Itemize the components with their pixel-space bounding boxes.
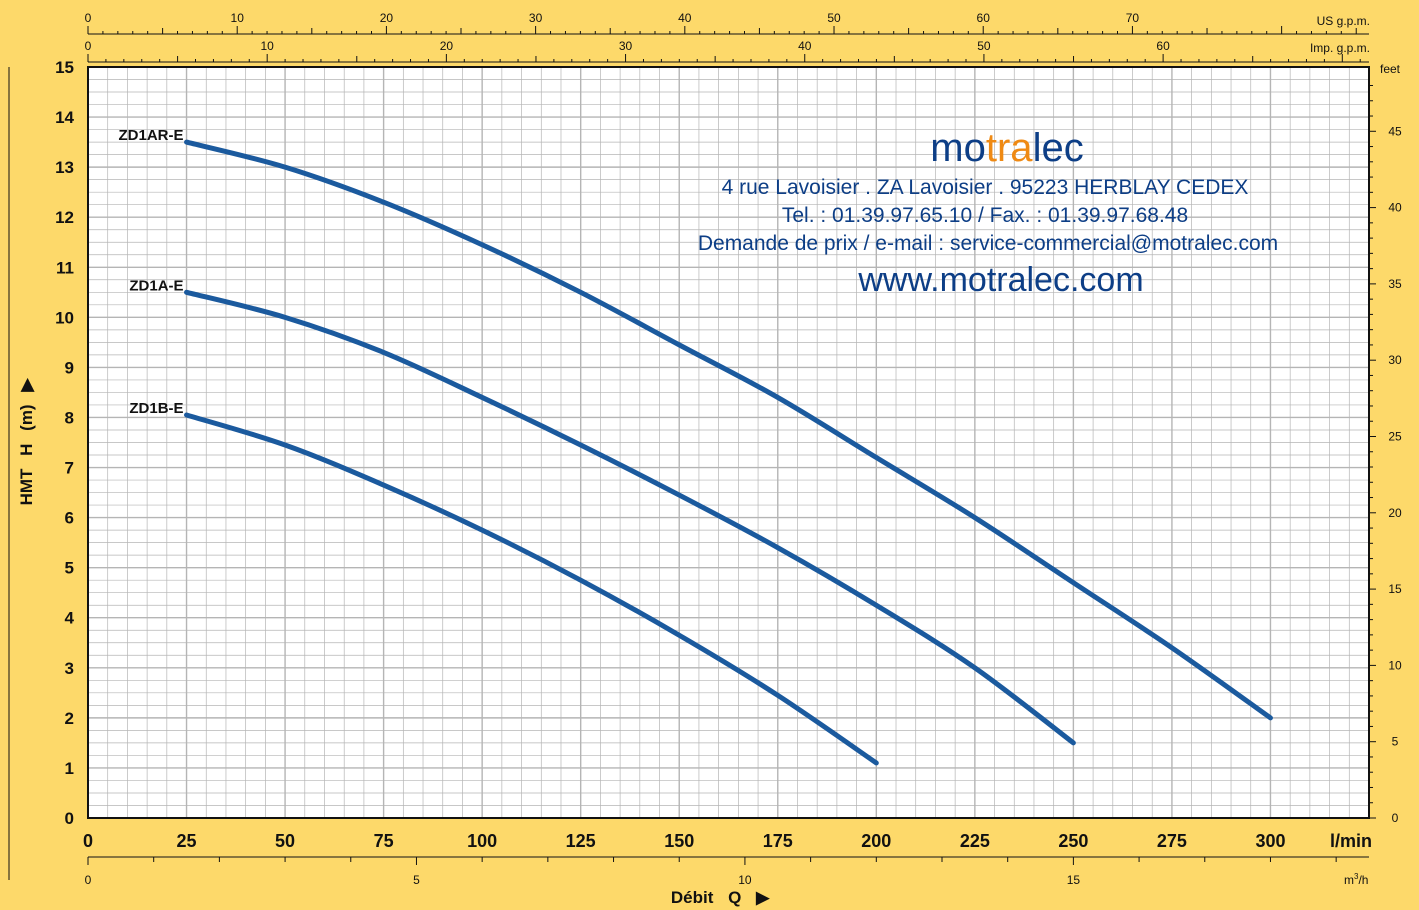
us-gpm-tick-label: 30 xyxy=(529,11,543,25)
x-tick-label: 250 xyxy=(1058,831,1088,851)
imp-gpm-tick-label: 10 xyxy=(261,39,275,53)
x-axis-arrow-icon: ▶ xyxy=(755,888,770,907)
imp-gpm-tick-label: 0 xyxy=(85,39,92,53)
imp-gpm-tick-label: 50 xyxy=(977,39,991,53)
us-gpm-tick-label: 50 xyxy=(827,11,841,25)
brand-phone: Tel. : 01.39.97.65.10 / Fax. : 01.39.97.… xyxy=(782,204,1188,227)
grid xyxy=(88,67,1369,818)
y-tick-label: 10 xyxy=(55,308,74,327)
feet-tick-label: 40 xyxy=(1388,201,1402,215)
us-gpm-label: US g.p.m. xyxy=(1317,14,1370,28)
us-gpm-tick-label: 20 xyxy=(380,11,394,25)
series-label: ZD1A-E xyxy=(129,277,183,294)
x-axis-title: Débit Q ▶ xyxy=(671,888,770,907)
series-line-zd1b-e xyxy=(184,412,879,766)
y-tick-label: 3 xyxy=(65,659,74,678)
y-tick-label: 15 xyxy=(55,58,74,77)
x-tick-label: 175 xyxy=(763,831,793,851)
x-tick-label: 50 xyxy=(275,831,295,851)
series-line-zd1a-e xyxy=(184,289,1076,746)
brand-logo: motralec xyxy=(930,126,1083,170)
x-tick-label: 125 xyxy=(566,831,596,851)
us-gpm-tick-label: 40 xyxy=(678,11,692,25)
y-tick-label: 5 xyxy=(65,559,74,578)
x-tick-label: 0 xyxy=(83,831,93,851)
us-gpm-tick-label: 70 xyxy=(1126,11,1140,25)
x-tick-label: 275 xyxy=(1157,831,1187,851)
x-tick-label: 300 xyxy=(1255,831,1285,851)
x-axis-label: Débit xyxy=(671,888,714,907)
x-tick-label: 25 xyxy=(177,831,197,851)
x-tick-label: 100 xyxy=(467,831,497,851)
x-tick-label: 75 xyxy=(374,831,394,851)
series-label: ZD1B-E xyxy=(129,400,183,417)
series-line-zd1ar-e xyxy=(184,139,1273,721)
imp-gpm-tick-label: 30 xyxy=(619,39,633,53)
y-tick-label: 7 xyxy=(65,459,74,478)
us-gpm-tick-label: 10 xyxy=(231,11,245,25)
y-tick-label: 8 xyxy=(65,408,74,427)
feet-tick-label: 15 xyxy=(1388,582,1402,596)
brand-website: www.motralec.com xyxy=(857,261,1143,299)
feet-tick-label: 25 xyxy=(1388,429,1402,443)
feet-tick-label: 30 xyxy=(1388,353,1402,367)
y-tick-label: 13 xyxy=(55,158,74,177)
imp-gpm-tick-label: 60 xyxy=(1156,39,1170,53)
x-tick-label: 150 xyxy=(664,831,694,851)
y-tick-label: 1 xyxy=(65,759,74,778)
x-tick-label: 200 xyxy=(861,831,891,851)
x-axis-symbol: Q xyxy=(728,888,741,907)
plot-border xyxy=(87,66,1370,819)
us-gpm-tick-label: 60 xyxy=(977,11,991,25)
y-tick-label: 12 xyxy=(55,208,74,227)
series-label: ZD1AR-E xyxy=(119,127,184,144)
svg-text:HMT H (m) ▶: HMT H (m) ▶ xyxy=(17,378,36,506)
x-unit-label: l/min xyxy=(1330,831,1372,851)
y-tick-label: 11 xyxy=(56,258,74,277)
m3h-tick-label: 0 xyxy=(85,873,92,887)
imp-gpm-tick-label: 20 xyxy=(440,39,454,53)
m3h-tick-label: 10 xyxy=(738,873,752,887)
y-tick-label: 4 xyxy=(65,609,75,628)
y-axis-title: HMT H (m) ▶ xyxy=(17,378,36,506)
brand-address: 4 rue Lavoisier . ZA Lavoisier . 95223 H… xyxy=(722,176,1249,199)
y-axis-symbol: H xyxy=(17,444,36,456)
x-tick-label: 225 xyxy=(960,831,990,851)
imp-gpm-tick-label: 40 xyxy=(798,39,812,53)
feet-tick-label: 5 xyxy=(1392,735,1399,749)
m3h-tick-label: 15 xyxy=(1067,873,1081,887)
y-tick-label: 0 xyxy=(65,809,74,828)
feet-label: feet xyxy=(1380,62,1401,76)
feet-tick-label: 35 xyxy=(1388,277,1402,291)
curves: ZD1AR-E ZD1A-E ZD1B-E xyxy=(119,127,1273,766)
brand-email: Demande de prix / e-mail : service-comme… xyxy=(698,232,1278,255)
feet-tick-label: 45 xyxy=(1388,124,1402,138)
m3h-tick-label: 5 xyxy=(413,873,420,887)
y-axis-arrow-icon: ▶ xyxy=(17,378,36,393)
feet-tick-label: 10 xyxy=(1388,658,1402,672)
y-tick-label: 9 xyxy=(65,358,74,377)
y-tick-label: 14 xyxy=(55,108,74,127)
y-tick-label: 2 xyxy=(65,709,74,728)
y-axis-unit: (m) xyxy=(17,404,36,430)
imp-gpm-label: Imp. g.p.m. xyxy=(1310,41,1370,55)
y-axis-label: HMT xyxy=(17,468,36,505)
y-tick-label: 6 xyxy=(65,509,74,528)
m3h-label: m3/h xyxy=(1344,872,1368,887)
feet-tick-label: 20 xyxy=(1388,506,1402,520)
us-gpm-tick-label: 0 xyxy=(85,11,92,25)
feet-tick-label: 0 xyxy=(1392,811,1399,825)
